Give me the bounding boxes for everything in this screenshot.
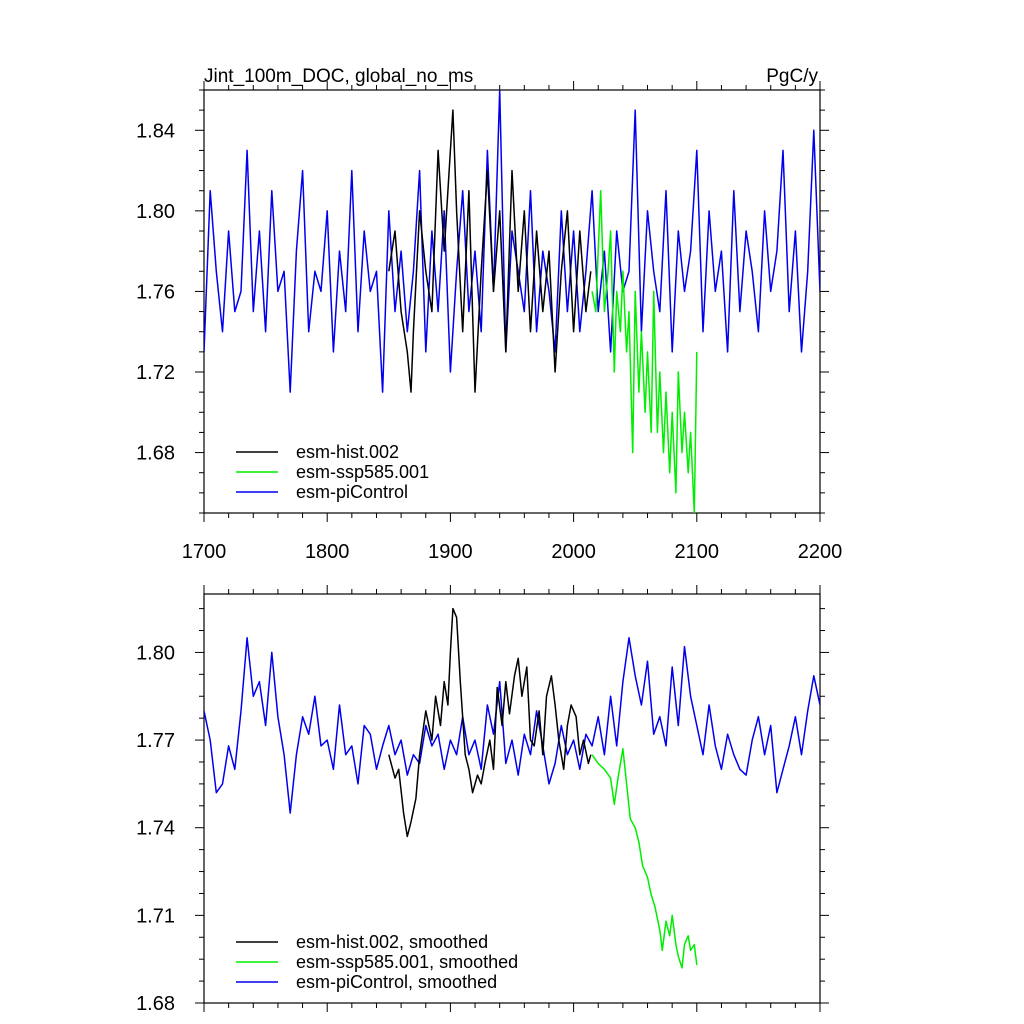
legend-label: esm-ssp585.001 xyxy=(296,462,429,482)
legend-label: esm-hist.002, smoothed xyxy=(296,932,488,952)
legend-label: esm-piControl, smoothed xyxy=(296,972,497,992)
series-line-esm-hist-002 xyxy=(388,109,592,393)
legend-label: esm-hist.002 xyxy=(296,442,399,462)
series-line-esm-picontrol-smoothed xyxy=(204,637,820,814)
series-line-esm-picontrol xyxy=(204,90,820,393)
x-tick-label: 1900 xyxy=(428,541,473,563)
y-tick-label: 1.68 xyxy=(136,443,175,465)
bottom-panel: 1.68 1.71 1.74 1.77 1.80 esm-hist.002, smooth… xyxy=(136,585,829,1015)
y-tick-label: 1.72 xyxy=(136,362,175,384)
y-tick-label: 1.80 xyxy=(136,642,175,664)
x-tick-label: 1800 xyxy=(305,541,350,563)
y-tick-label: 1.71 xyxy=(136,905,175,927)
y-tick-label: 1.74 xyxy=(136,818,175,840)
x-tick-label: 1700 xyxy=(182,541,227,563)
series-line-esm-ssp585-001 xyxy=(591,189,698,513)
y-tick-label: 1.68 xyxy=(136,993,175,1015)
legend-label: esm-ssp585.001, smoothed xyxy=(296,952,518,972)
y-tick-label: 1.76 xyxy=(136,281,175,303)
x-tick-label: 2200 xyxy=(798,541,843,563)
x-tick-label: 2000 xyxy=(551,541,596,563)
chart-title: Jint_100m_DOC, global_no_ms xyxy=(204,66,473,87)
units-label: PgC/y xyxy=(766,66,818,87)
y-tick-label: 1.80 xyxy=(136,201,175,223)
y-tick-label: 1.84 xyxy=(136,120,175,142)
series-line-esm-ssp585-001-smoothed xyxy=(591,748,698,969)
series-line-esm-hist-002-smoothed xyxy=(388,607,592,838)
plot-frame xyxy=(203,89,821,514)
legend-label: esm-piControl xyxy=(296,482,408,502)
top-panel: 1700 1800 1900 2000 2100 2200 1.68 1.72 1.76 1.80… xyxy=(136,81,842,563)
plot-frame xyxy=(203,593,821,1004)
y-tick-label: 1.77 xyxy=(136,730,175,752)
x-tick-label: 2100 xyxy=(675,541,720,563)
